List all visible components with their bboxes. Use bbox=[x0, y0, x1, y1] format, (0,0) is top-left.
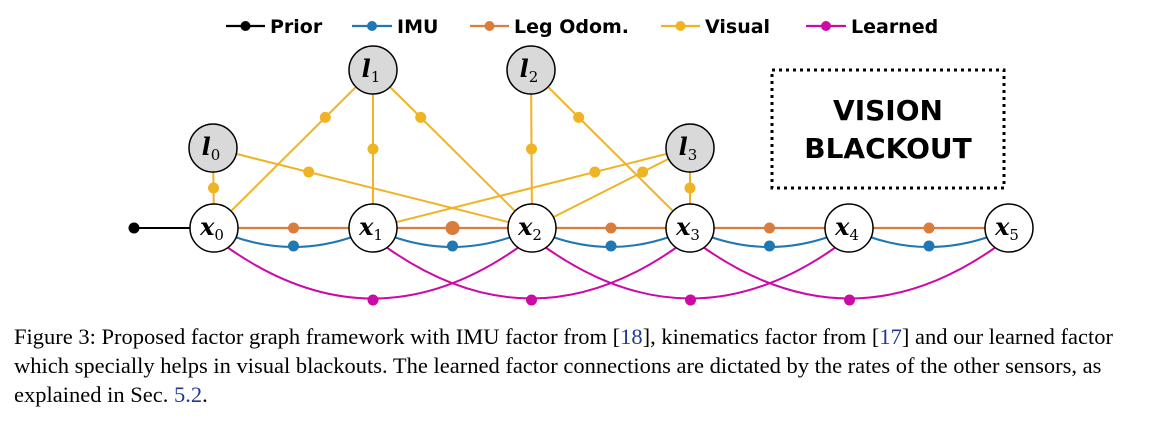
legend-item-0: Prior bbox=[226, 16, 323, 38]
learned-factor-0 bbox=[367, 294, 379, 306]
pose-node-4: x4 bbox=[824, 203, 874, 253]
leg-factor-3 bbox=[764, 222, 775, 234]
visual-edge-2 bbox=[213, 69, 374, 229]
legend: Prior IMU Leg Odom. Visual Learned bbox=[226, 16, 938, 38]
legend-label-1: IMU bbox=[397, 16, 438, 38]
legend-label-3: Visual bbox=[705, 16, 770, 38]
caption-part4: . bbox=[202, 382, 208, 407]
pose-node-0-circle bbox=[189, 203, 239, 253]
visual-factor-7 bbox=[589, 166, 601, 178]
legend-dot-2 bbox=[484, 21, 495, 31]
factor-graph-diagram: Prior IMU Leg Odom. Visual Learned x0 x1 x2 x3 x… bbox=[128, 16, 1034, 306]
landmark-node-0: l0 bbox=[188, 123, 238, 173]
pose-node-5-circle bbox=[984, 203, 1034, 253]
landmark-node-2: l2 bbox=[506, 45, 556, 95]
pose-node-3-circle bbox=[665, 203, 715, 253]
landmark-node-1: l1 bbox=[348, 45, 398, 95]
pose-node-3: x3 bbox=[665, 203, 715, 253]
landmark-node-3-label: l3 bbox=[679, 132, 698, 164]
caption-part3: ] and our learned factor which specially… bbox=[14, 324, 1113, 407]
landmark-node-2-label: l2 bbox=[520, 54, 539, 86]
visual-edge-4 bbox=[372, 69, 533, 229]
pose-node-4-label: x4 bbox=[834, 212, 859, 244]
legend-label-0: Prior bbox=[270, 16, 323, 38]
caption-ref-sec[interactable]: 5.2 bbox=[173, 382, 203, 407]
pose-node-0-label: x0 bbox=[199, 212, 224, 244]
legend-item-3: Visual bbox=[661, 16, 770, 38]
visual-factor-0 bbox=[208, 182, 219, 194]
visual-factor-1 bbox=[303, 166, 315, 178]
blackout-line2: BLACKOUT bbox=[804, 132, 971, 165]
visual-factor-6 bbox=[573, 111, 585, 123]
visual-edge-6 bbox=[530, 69, 691, 229]
prior-factor bbox=[128, 222, 140, 234]
legend-label-2: Leg Odom. bbox=[514, 16, 629, 38]
figure-caption: Figure 3: Proposed factor graph framewor… bbox=[14, 322, 1164, 409]
vision-blackout-box: VISION BLACKOUT bbox=[770, 68, 1006, 190]
landmark-node-1-circle bbox=[348, 45, 398, 95]
landmark-node-3: l3 bbox=[665, 123, 715, 173]
landmark-node-2-circle bbox=[506, 45, 556, 95]
pose-node-1-label: x1 bbox=[358, 212, 383, 244]
pose-node-4-circle bbox=[824, 203, 874, 253]
imu-factor-0 bbox=[288, 240, 299, 252]
leg-factor-4 bbox=[923, 222, 935, 234]
imu-factor-4 bbox=[923, 240, 935, 252]
visual-factor-4 bbox=[415, 111, 427, 123]
leg-factor-0 bbox=[288, 222, 299, 234]
legend-dot-3 bbox=[675, 21, 686, 31]
blackout-line1: VISION bbox=[833, 94, 943, 127]
pose-node-0: x0 bbox=[189, 203, 239, 253]
visual-edge-7 bbox=[372, 147, 691, 229]
learned-factor-3 bbox=[844, 294, 855, 306]
landmark-node-0-circle bbox=[188, 123, 238, 173]
learned-factor-1 bbox=[526, 294, 537, 306]
legend-dot-1 bbox=[367, 21, 377, 31]
caption-ref-18[interactable]: 18 bbox=[620, 324, 643, 349]
visual-factor-3 bbox=[367, 143, 379, 155]
visual-factor-2 bbox=[319, 111, 331, 123]
pose-node-2: x2 bbox=[507, 203, 557, 253]
caption-ref-17[interactable]: 17 bbox=[879, 324, 902, 349]
legend-dot-0 bbox=[240, 21, 251, 31]
legend-label-4: Learned bbox=[851, 16, 938, 38]
imu-factor-1 bbox=[447, 240, 458, 252]
legend-item-2: Leg Odom. bbox=[470, 16, 629, 38]
pose-node-3-label: x3 bbox=[675, 212, 700, 244]
landmark-node-0-label: l0 bbox=[202, 132, 221, 164]
legend-dot-4 bbox=[821, 21, 831, 31]
landmark-node-1-label: l1 bbox=[362, 54, 381, 86]
visual-factor-9 bbox=[684, 182, 696, 194]
visual-edge-8 bbox=[531, 147, 691, 229]
factor-dots bbox=[128, 111, 935, 306]
visual-factor-5 bbox=[526, 143, 537, 155]
leg-factor-1 bbox=[445, 221, 460, 235]
caption-part2: ], kinematics factor from [ bbox=[642, 324, 880, 349]
variable-nodes: x0 x1 x2 x3 x4 x5 l0 l1 l2 l3 bbox=[188, 45, 1034, 253]
pose-node-5-label: x5 bbox=[994, 212, 1019, 244]
pose-node-5: x5 bbox=[984, 203, 1034, 253]
learned-factor-2 bbox=[685, 294, 696, 306]
legend-item-1: IMU bbox=[352, 16, 438, 38]
caption-part1: Figure 3: Proposed factor graph framewor… bbox=[14, 324, 621, 349]
imu-factor-2 bbox=[605, 240, 617, 252]
pose-node-1-circle bbox=[348, 203, 398, 253]
leg-factor-2 bbox=[605, 222, 617, 234]
pose-node-1: x1 bbox=[348, 203, 398, 253]
landmark-node-3-circle bbox=[665, 123, 715, 173]
visual-factor-8 bbox=[637, 166, 649, 178]
legend-item-4: Learned bbox=[806, 16, 938, 38]
pose-node-2-circle bbox=[507, 203, 557, 253]
imu-factor-3 bbox=[764, 240, 775, 252]
pose-node-2-label: x2 bbox=[517, 212, 542, 244]
